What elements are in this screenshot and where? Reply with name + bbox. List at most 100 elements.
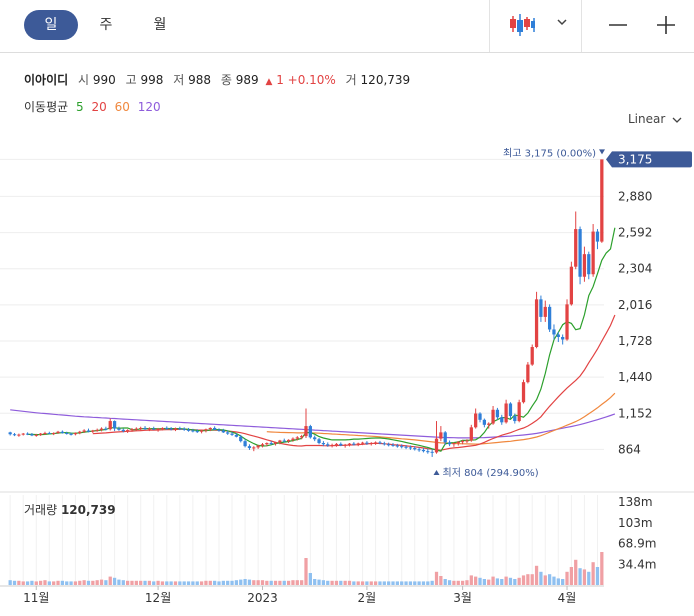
volume-bar xyxy=(17,580,21,585)
x-tick-label: 2023 xyxy=(247,591,278,605)
candle-body xyxy=(456,441,460,444)
candle-body xyxy=(587,254,591,275)
candle-body xyxy=(286,439,291,442)
candle-body xyxy=(204,429,208,431)
tab-weekly[interactable]: 주 xyxy=(99,17,113,33)
volume-bar xyxy=(334,580,339,585)
volume-bar xyxy=(156,580,160,585)
volume-bar xyxy=(95,580,99,585)
candle-body xyxy=(556,334,560,337)
candle-body xyxy=(395,445,399,447)
volume-bar xyxy=(352,581,356,585)
volume-bar xyxy=(547,574,552,585)
change-arrow: ▲ xyxy=(265,77,273,87)
stock-name: 이아이디 xyxy=(24,73,69,87)
zoom-in-button[interactable] xyxy=(652,12,680,38)
volume-bar xyxy=(65,581,69,585)
candle-body xyxy=(38,433,43,435)
volume-bar xyxy=(108,576,112,585)
candle-body xyxy=(282,440,286,442)
current-price-badge xyxy=(606,151,692,168)
moving-average-lines xyxy=(10,227,616,452)
candle-body xyxy=(273,442,278,444)
candle-body xyxy=(430,451,434,453)
candle-body xyxy=(56,431,60,433)
volume-bar xyxy=(56,580,60,585)
volume-bar xyxy=(504,576,508,585)
zoom-out-button[interactable] xyxy=(604,12,632,38)
candle-body xyxy=(465,440,469,442)
volume-bar xyxy=(300,580,304,585)
volume-bar xyxy=(73,581,78,585)
volume-bar xyxy=(130,580,134,585)
candle-body xyxy=(30,434,34,436)
volume-bar xyxy=(182,581,186,585)
volume-bar xyxy=(600,552,604,585)
candle-body xyxy=(295,437,299,439)
candle-body xyxy=(43,432,47,434)
volume-title-value: 120,739 xyxy=(60,503,116,517)
volume-bar xyxy=(295,580,299,585)
volume-bar xyxy=(99,579,104,585)
volume-bar xyxy=(591,562,595,585)
volume-bar xyxy=(408,581,413,585)
candle-body xyxy=(247,446,252,449)
candle-body xyxy=(186,429,191,431)
volume-bar xyxy=(47,581,51,585)
volume-bar xyxy=(169,581,173,585)
volume-bar xyxy=(539,571,543,585)
volume-bar xyxy=(574,559,578,585)
candle-body xyxy=(508,403,513,417)
chevron-down-icon[interactable] xyxy=(556,16,568,28)
candle-body xyxy=(334,443,339,445)
price-volume-chart[interactable]: 2,880 2,592 2,304 2,016 1,728 1,440 1,152 864 13… xyxy=(0,130,694,616)
volume-bar xyxy=(369,581,373,585)
candle-body xyxy=(382,443,386,445)
volume-bar xyxy=(521,575,526,585)
candlestick-icon[interactable] xyxy=(508,12,536,38)
price-tick-label: 1,728 xyxy=(618,334,652,348)
low-value: 988 xyxy=(188,73,211,87)
candle-body xyxy=(495,409,500,418)
high-value: 998 xyxy=(140,73,164,87)
scale-toggle[interactable]: Linear xyxy=(628,112,682,126)
volume-bar xyxy=(347,580,352,585)
volume-bar xyxy=(500,579,504,585)
candle-body xyxy=(265,443,269,445)
candle-body xyxy=(417,449,421,451)
candle-body xyxy=(373,442,378,444)
volume-bar xyxy=(178,581,182,585)
candle-body xyxy=(365,442,369,444)
candle-body xyxy=(178,428,182,430)
candle-body xyxy=(213,427,217,430)
tab-monthly[interactable]: 월 xyxy=(153,17,167,33)
volume-bar xyxy=(456,580,460,585)
candle-body xyxy=(126,430,130,432)
chevron-down-icon xyxy=(672,117,682,123)
price-tick-label: 1,152 xyxy=(618,406,652,420)
volume-bar xyxy=(286,580,291,585)
volume-bar xyxy=(278,580,282,585)
volume-bar xyxy=(147,580,152,585)
tab-daily[interactable]: 일 xyxy=(24,10,78,40)
volume-bar xyxy=(360,581,365,585)
candle-body xyxy=(95,429,99,431)
volume-bar xyxy=(317,579,321,585)
candle-body xyxy=(8,432,12,435)
volume-bar xyxy=(273,580,278,585)
candle-body xyxy=(34,434,38,436)
candle-body xyxy=(269,443,273,445)
volume-bar xyxy=(460,580,465,585)
candle-body xyxy=(130,429,134,431)
x-tick-label: 4월 xyxy=(558,591,577,605)
volume-bar xyxy=(474,576,478,585)
ma-60-line xyxy=(266,392,616,445)
volume-bar xyxy=(526,574,530,585)
volume-bar xyxy=(152,581,156,585)
volume-bar xyxy=(239,579,243,585)
volume-bar xyxy=(330,580,334,585)
volume-bar xyxy=(430,580,434,585)
candle-body xyxy=(400,446,404,448)
candle-body xyxy=(152,428,156,430)
volume-bar xyxy=(38,580,43,585)
